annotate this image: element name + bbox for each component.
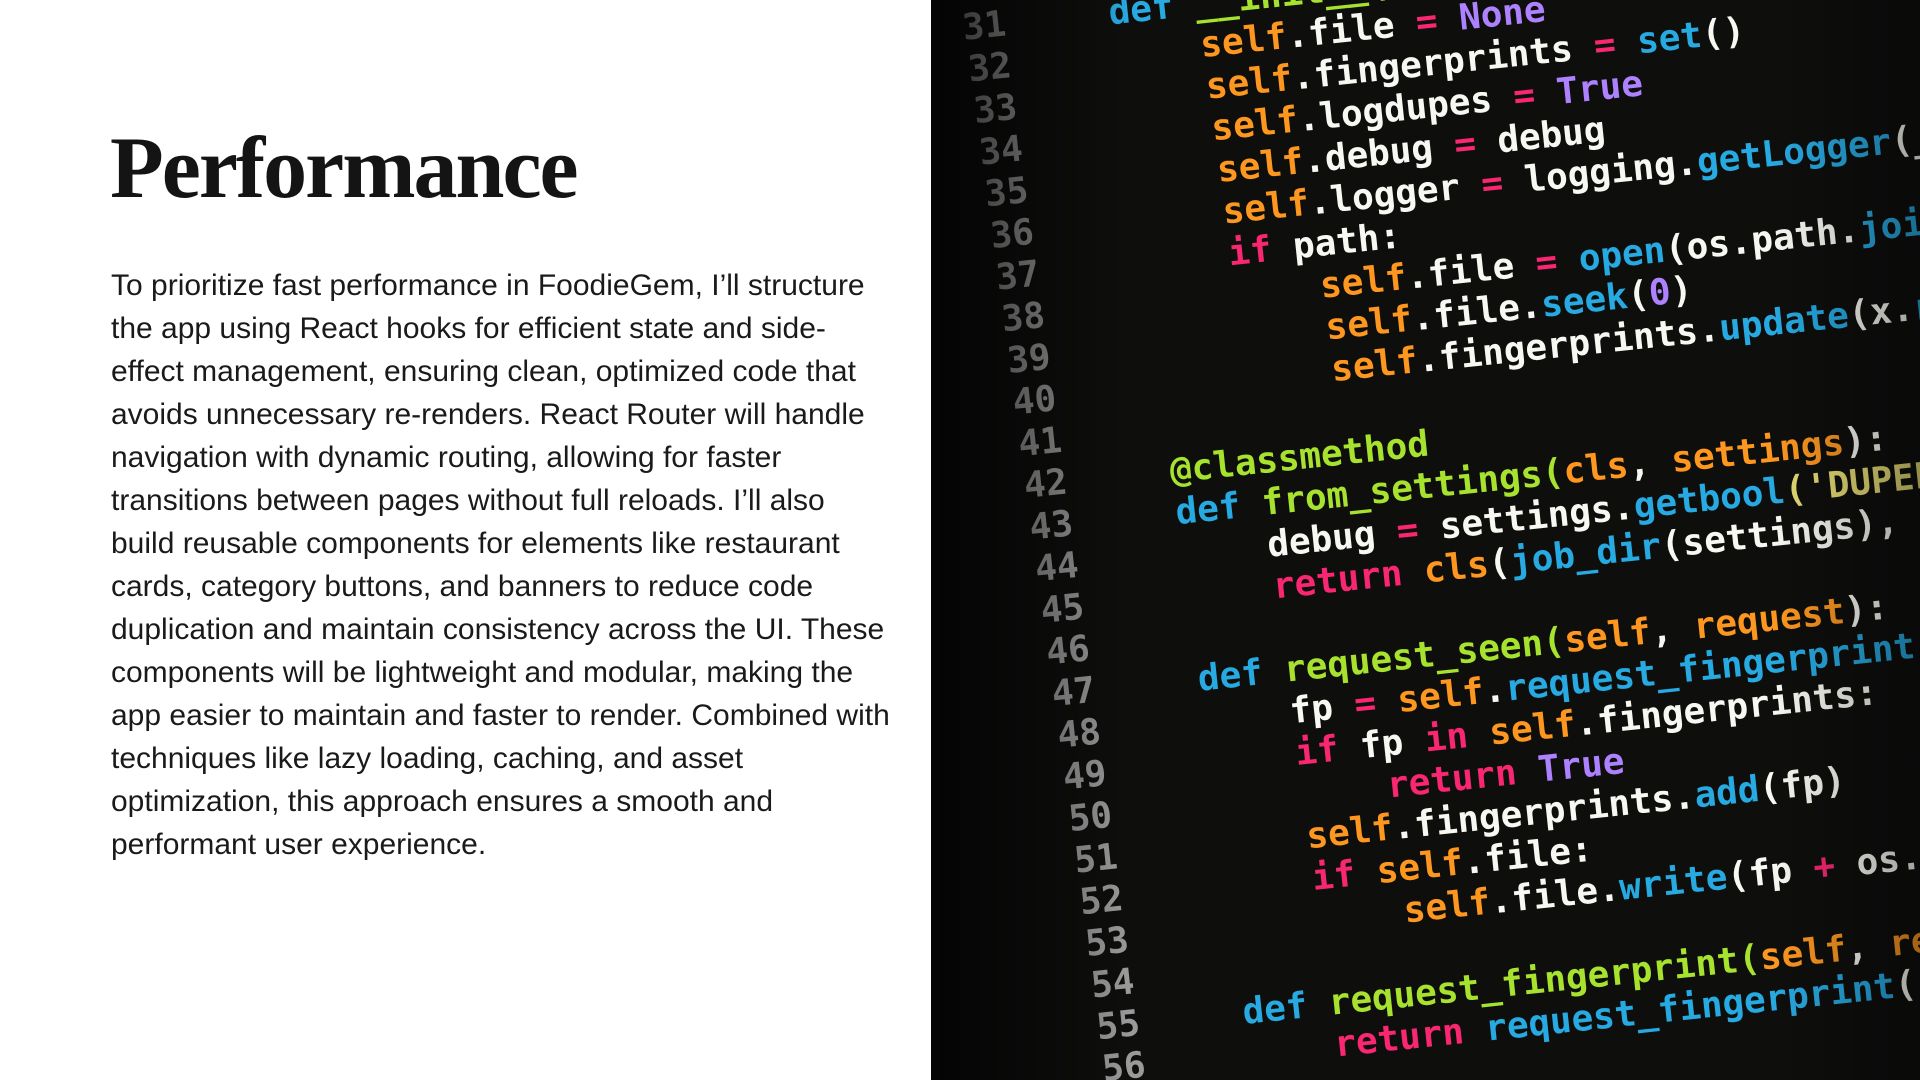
slide-body: To prioritize fast performance in Foodie…: [111, 269, 890, 861]
vignette: [931, 0, 1920, 1080]
code-photo: 31 def __init__(self, path=None):32 self…: [931, 0, 1920, 1080]
slide-title: Performance: [110, 120, 579, 217]
